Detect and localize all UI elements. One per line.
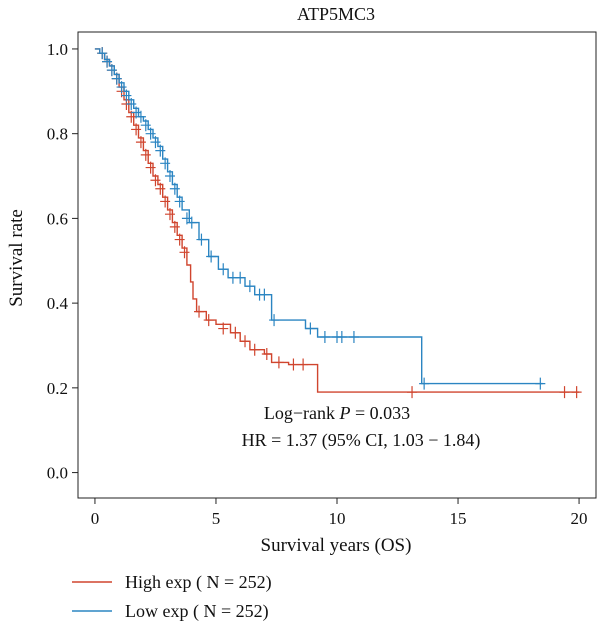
series-low-exp bbox=[94, 47, 546, 390]
censor-mark bbox=[160, 157, 171, 170]
x-tick-label: 5 bbox=[212, 509, 221, 528]
censor-mark bbox=[206, 250, 217, 263]
censor-mark bbox=[336, 331, 347, 344]
censor-mark bbox=[259, 288, 270, 301]
censor-mark bbox=[121, 89, 132, 102]
x-axis-label: Survival years (OS) bbox=[261, 535, 412, 556]
y-axis-label: Survival rate bbox=[6, 209, 27, 307]
censor-mark bbox=[126, 98, 137, 111]
censor-mark bbox=[218, 263, 229, 276]
censor-mark bbox=[348, 331, 359, 344]
censor-mark bbox=[419, 377, 430, 390]
censor-mark bbox=[135, 110, 146, 123]
censor-mark bbox=[135, 136, 146, 149]
censor-mark bbox=[288, 358, 299, 371]
chart-title: ATP5MC3 bbox=[297, 4, 375, 24]
censor-mark bbox=[305, 322, 316, 335]
censor-mark bbox=[150, 136, 161, 149]
hazard-ratio-annotation: HR = 1.37 (95% CI, 1.03 − 1.84) bbox=[242, 430, 481, 451]
logrank-p-symbol: P bbox=[338, 403, 350, 423]
censor-mark bbox=[150, 174, 161, 187]
y-axis-ticks: 0.0 0.2 0.4 0.6 0.8 1.0 bbox=[47, 40, 78, 483]
censor-mark bbox=[269, 314, 280, 327]
series-layer bbox=[94, 47, 582, 399]
censor-mark bbox=[169, 182, 180, 195]
logrank-annotation: Log−rank P = 0.033 bbox=[264, 403, 410, 423]
legend-label-high: High exp ( N = 252) bbox=[125, 572, 272, 593]
censor-mark bbox=[218, 322, 229, 335]
censor-mark bbox=[559, 386, 570, 399]
censor-mark bbox=[407, 386, 418, 399]
censor-mark bbox=[140, 148, 151, 161]
x-tick-label: 20 bbox=[571, 509, 588, 528]
censor-mark bbox=[319, 331, 330, 344]
logrank-value: = 0.033 bbox=[350, 403, 410, 423]
series-high-exp bbox=[94, 47, 582, 399]
censor-mark bbox=[571, 386, 582, 399]
censor-mark bbox=[97, 47, 108, 60]
censor-mark bbox=[164, 170, 175, 183]
censor-mark bbox=[116, 81, 127, 94]
censor-mark bbox=[186, 216, 197, 229]
survival-curve bbox=[94, 48, 543, 385]
censor-mark bbox=[535, 377, 546, 390]
censor-mark bbox=[145, 161, 156, 174]
x-axis-ticks: 0 5 10 15 20 bbox=[91, 498, 588, 528]
legend: High exp ( N = 252) Low exp ( N = 252) bbox=[72, 572, 272, 622]
censor-mark bbox=[164, 208, 175, 221]
x-tick-label: 15 bbox=[450, 509, 467, 528]
censor-mark bbox=[160, 195, 171, 208]
y-tick-label: 0.2 bbox=[47, 379, 68, 398]
censor-mark bbox=[174, 233, 185, 246]
censor-mark bbox=[140, 119, 151, 132]
y-tick-label: 1.0 bbox=[47, 40, 68, 59]
legend-label-low: Low exp ( N = 252) bbox=[125, 601, 269, 622]
censor-mark bbox=[273, 356, 284, 369]
censor-mark bbox=[169, 220, 180, 233]
censor-mark bbox=[155, 182, 166, 195]
censor-mark bbox=[102, 55, 113, 68]
y-tick-label: 0.6 bbox=[47, 209, 68, 228]
censor-mark bbox=[230, 326, 241, 339]
x-tick-label: 10 bbox=[329, 509, 346, 528]
censor-mark bbox=[261, 347, 272, 360]
y-tick-label: 0.8 bbox=[47, 125, 68, 144]
plot-frame bbox=[77, 31, 597, 499]
censor-mark bbox=[235, 271, 246, 284]
logrank-prefix: Log−rank bbox=[264, 403, 340, 423]
censor-mark bbox=[249, 343, 260, 356]
censor-mark bbox=[155, 144, 166, 157]
censor-mark bbox=[179, 246, 190, 259]
censor-mark bbox=[131, 123, 142, 136]
censor-mark bbox=[194, 305, 205, 318]
censor-mark bbox=[244, 280, 255, 293]
y-tick-label: 0.0 bbox=[47, 464, 68, 483]
censor-mark bbox=[106, 64, 117, 77]
censor-mark bbox=[203, 314, 214, 327]
x-tick-label: 0 bbox=[91, 509, 100, 528]
censor-mark bbox=[298, 358, 309, 371]
censor-mark bbox=[174, 195, 185, 208]
censor-mark bbox=[240, 335, 251, 348]
censor-mark bbox=[196, 233, 207, 246]
censor-mark bbox=[145, 127, 156, 140]
censor-mark bbox=[111, 72, 122, 85]
y-tick-label: 0.4 bbox=[47, 294, 69, 313]
